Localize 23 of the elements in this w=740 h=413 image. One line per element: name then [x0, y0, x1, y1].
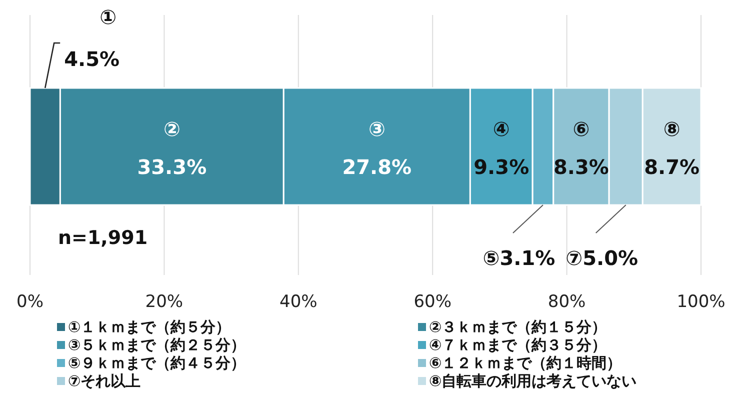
- data-label: ④ 9.3%: [474, 117, 530, 179]
- x-tick-label: 60%: [414, 292, 452, 312]
- x-tick-label: 100%: [676, 292, 726, 312]
- legend-label: ④７ｋｍまで（約３５分）: [429, 336, 607, 354]
- legend-label: ⑤９ｋｍまで（約４５分）: [68, 354, 246, 372]
- x-tick-label: 0%: [16, 292, 44, 312]
- data-label: ⑤3.1%: [482, 246, 556, 270]
- legend-label: ⑥１２ｋｍまで（約１時間）: [429, 354, 622, 372]
- annotation: n=1,991: [58, 227, 148, 249]
- legend-label: ③５ｋｍまで（約２５分）: [68, 336, 246, 354]
- legend-label: ⑦それ以上: [68, 372, 141, 390]
- data-label: ② 33.3%: [137, 117, 207, 179]
- data-label: ⑥ 8.3%: [553, 117, 609, 179]
- data-label: ① 4.5%: [64, 5, 120, 71]
- data-label: ⑦5.0%: [566, 246, 638, 270]
- data-label: ⑧ 8.7%: [644, 117, 700, 179]
- legend-label: ①１ｋｍまで（約５分）: [68, 318, 231, 336]
- x-tick-label: 20%: [145, 292, 184, 312]
- legend-label: ②３ｋｍまで（約１５分）: [429, 318, 607, 336]
- data-label: ③ 27.8%: [342, 117, 412, 179]
- x-tick-label: 40%: [280, 292, 318, 312]
- x-tick-label: 80%: [548, 292, 586, 312]
- legend-label: ⑧自転車の利用は考えていない: [429, 372, 637, 390]
